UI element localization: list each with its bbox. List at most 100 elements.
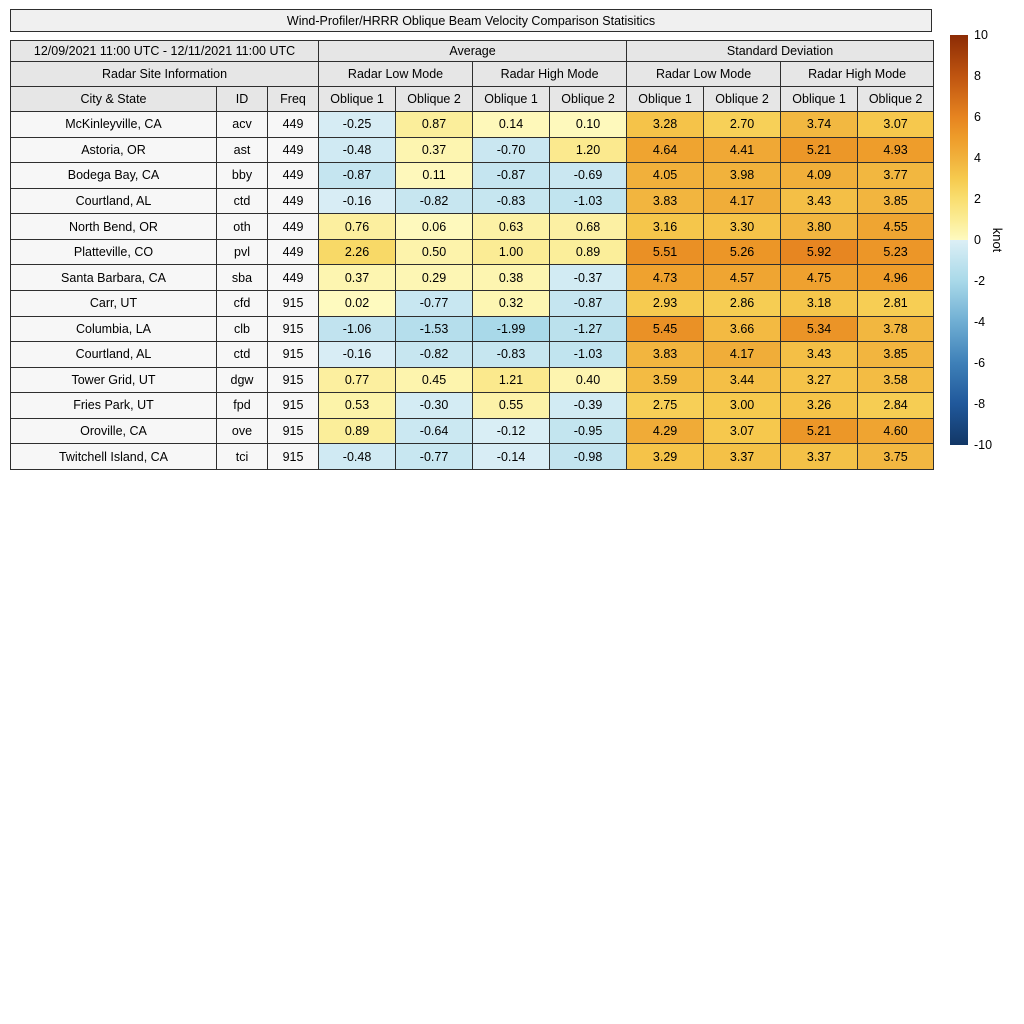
value-cell: 3.28 [626,111,705,138]
value-cell: 3.27 [780,366,859,394]
value-cell: 3.43 [780,187,859,215]
value-cell: 5.21 [780,417,859,445]
value-cell: 3.78 [857,315,935,343]
value-cell: 3.74 [780,111,859,138]
group-header-row: 12/09/2021 11:00 UTC - 12/11/2021 11:00 … [9,40,935,62]
value-cell: 3.26 [780,392,859,419]
column-header-oblique-6: Oblique 2 [703,86,782,112]
value-cell: 3.77 [857,162,935,189]
row-freq: 915 [266,341,320,368]
row-id: bby [216,162,268,189]
row-id: pvl [216,238,268,266]
value-cell: 0.76 [318,213,397,240]
mode-header-std-high: Radar High Mode [780,61,935,87]
value-cell: 3.85 [857,187,935,215]
row-freq: 449 [266,162,320,189]
mode-header-row: Radar Site Information Radar Low Mode Ra… [9,61,935,87]
std-group-header: Standard Deviation [626,40,935,62]
value-cell: 0.89 [318,417,397,445]
value-cell: -0.87 [549,289,628,317]
row-id: sba [216,264,268,291]
value-cell: -0.77 [395,443,474,470]
value-cell: 0.29 [395,264,474,291]
value-cell: 3.58 [857,366,935,394]
value-cell: 3.18 [780,289,859,317]
value-cell: 3.59 [626,366,705,394]
row-freq: 449 [266,264,320,291]
row-city: Fries Park, UT [10,392,217,419]
value-cell: 5.51 [626,238,705,266]
value-cell: 0.37 [395,136,474,164]
value-cell: 3.37 [780,443,859,470]
value-cell: 3.83 [626,341,705,368]
value-cell: 5.45 [626,315,705,343]
row-id: ctd [216,341,268,368]
row-id: clb [216,315,268,343]
value-cell: -0.14 [472,443,551,470]
table-row: Courtland, AL ctd 449 -0.16 -0.82 -0.83 -1.03 3… [10,187,935,215]
row-freq: 915 [266,392,320,419]
row-city: Astoria, OR [10,136,217,164]
value-cell: -0.12 [472,417,551,445]
colorbar-tick-label: 6 [974,110,981,124]
value-cell: 4.41 [703,136,782,164]
value-cell: 0.63 [472,213,551,240]
colorbar: 10 8 6 4 2 0 -2 -4 -6 -8 -10 knot [950,28,1024,452]
row-id: ctd [216,187,268,215]
value-cell: -0.48 [318,443,397,470]
value-cell: 0.02 [318,289,397,317]
date-range: 12/09/2021 11:00 UTC - 12/11/2021 11:00 … [9,40,320,62]
colorbar-gradient [950,35,968,445]
table-row: Platteville, CO pvl 449 2.26 0.50 1.00 0.89 5.5… [10,238,935,266]
value-cell: -1.03 [549,187,628,215]
row-city: Twitchell Island, CA [10,443,217,470]
column-header-oblique-8: Oblique 2 [857,86,935,112]
colorbar-tick-label: -4 [974,315,986,329]
value-cell: -0.37 [549,264,628,291]
value-cell: -1.27 [549,315,628,343]
value-cell: -0.87 [472,162,551,189]
row-freq: 915 [266,417,320,445]
value-cell: 1.00 [472,238,551,266]
value-cell: -0.83 [472,187,551,215]
row-freq: 915 [266,289,320,317]
value-cell: -0.98 [549,443,628,470]
value-cell: 4.57 [703,264,782,291]
value-cell: 4.75 [780,264,859,291]
value-cell: 3.37 [703,443,782,470]
row-city: Columbia, LA [10,315,217,343]
table-row: Twitchell Island, CA tci 915 -0.48 -0.77 -0.1… [10,443,935,470]
value-cell: 2.26 [318,238,397,266]
value-cell: 4.93 [857,136,935,164]
value-cell: 0.40 [549,366,628,394]
value-cell: 4.17 [703,341,782,368]
value-cell: -0.77 [395,289,474,317]
value-cell: 3.43 [780,341,859,368]
column-header-row: City & State ID Freq Oblique 1 Oblique 2 Obli… [10,86,935,112]
value-cell: -1.06 [318,315,397,343]
column-header-oblique-4: Oblique 2 [549,86,628,112]
value-cell: 5.26 [703,238,782,266]
row-city: Courtland, AL [10,341,217,368]
value-cell: 3.75 [857,443,935,470]
value-cell: -0.25 [318,111,397,138]
value-cell: 0.87 [395,111,474,138]
row-id: fpd [216,392,268,419]
value-cell: 4.60 [857,417,935,445]
row-city: McKinleyville, CA [10,111,217,138]
value-cell: 3.30 [703,213,782,240]
value-cell: 0.14 [472,111,551,138]
stats-table: 12/09/2021 11:00 UTC - 12/11/2021 11:00 … [9,40,935,470]
value-cell: 3.07 [703,417,782,445]
value-cell: -0.30 [395,392,474,419]
value-cell: 0.38 [472,264,551,291]
value-cell: 3.44 [703,366,782,394]
value-cell: 4.05 [626,162,705,189]
value-cell: 5.21 [780,136,859,164]
value-cell: -0.16 [318,341,397,368]
value-cell: 5.23 [857,238,935,266]
average-group-header: Average [318,40,628,62]
row-freq: 449 [266,111,320,138]
row-id: ast [216,136,268,164]
